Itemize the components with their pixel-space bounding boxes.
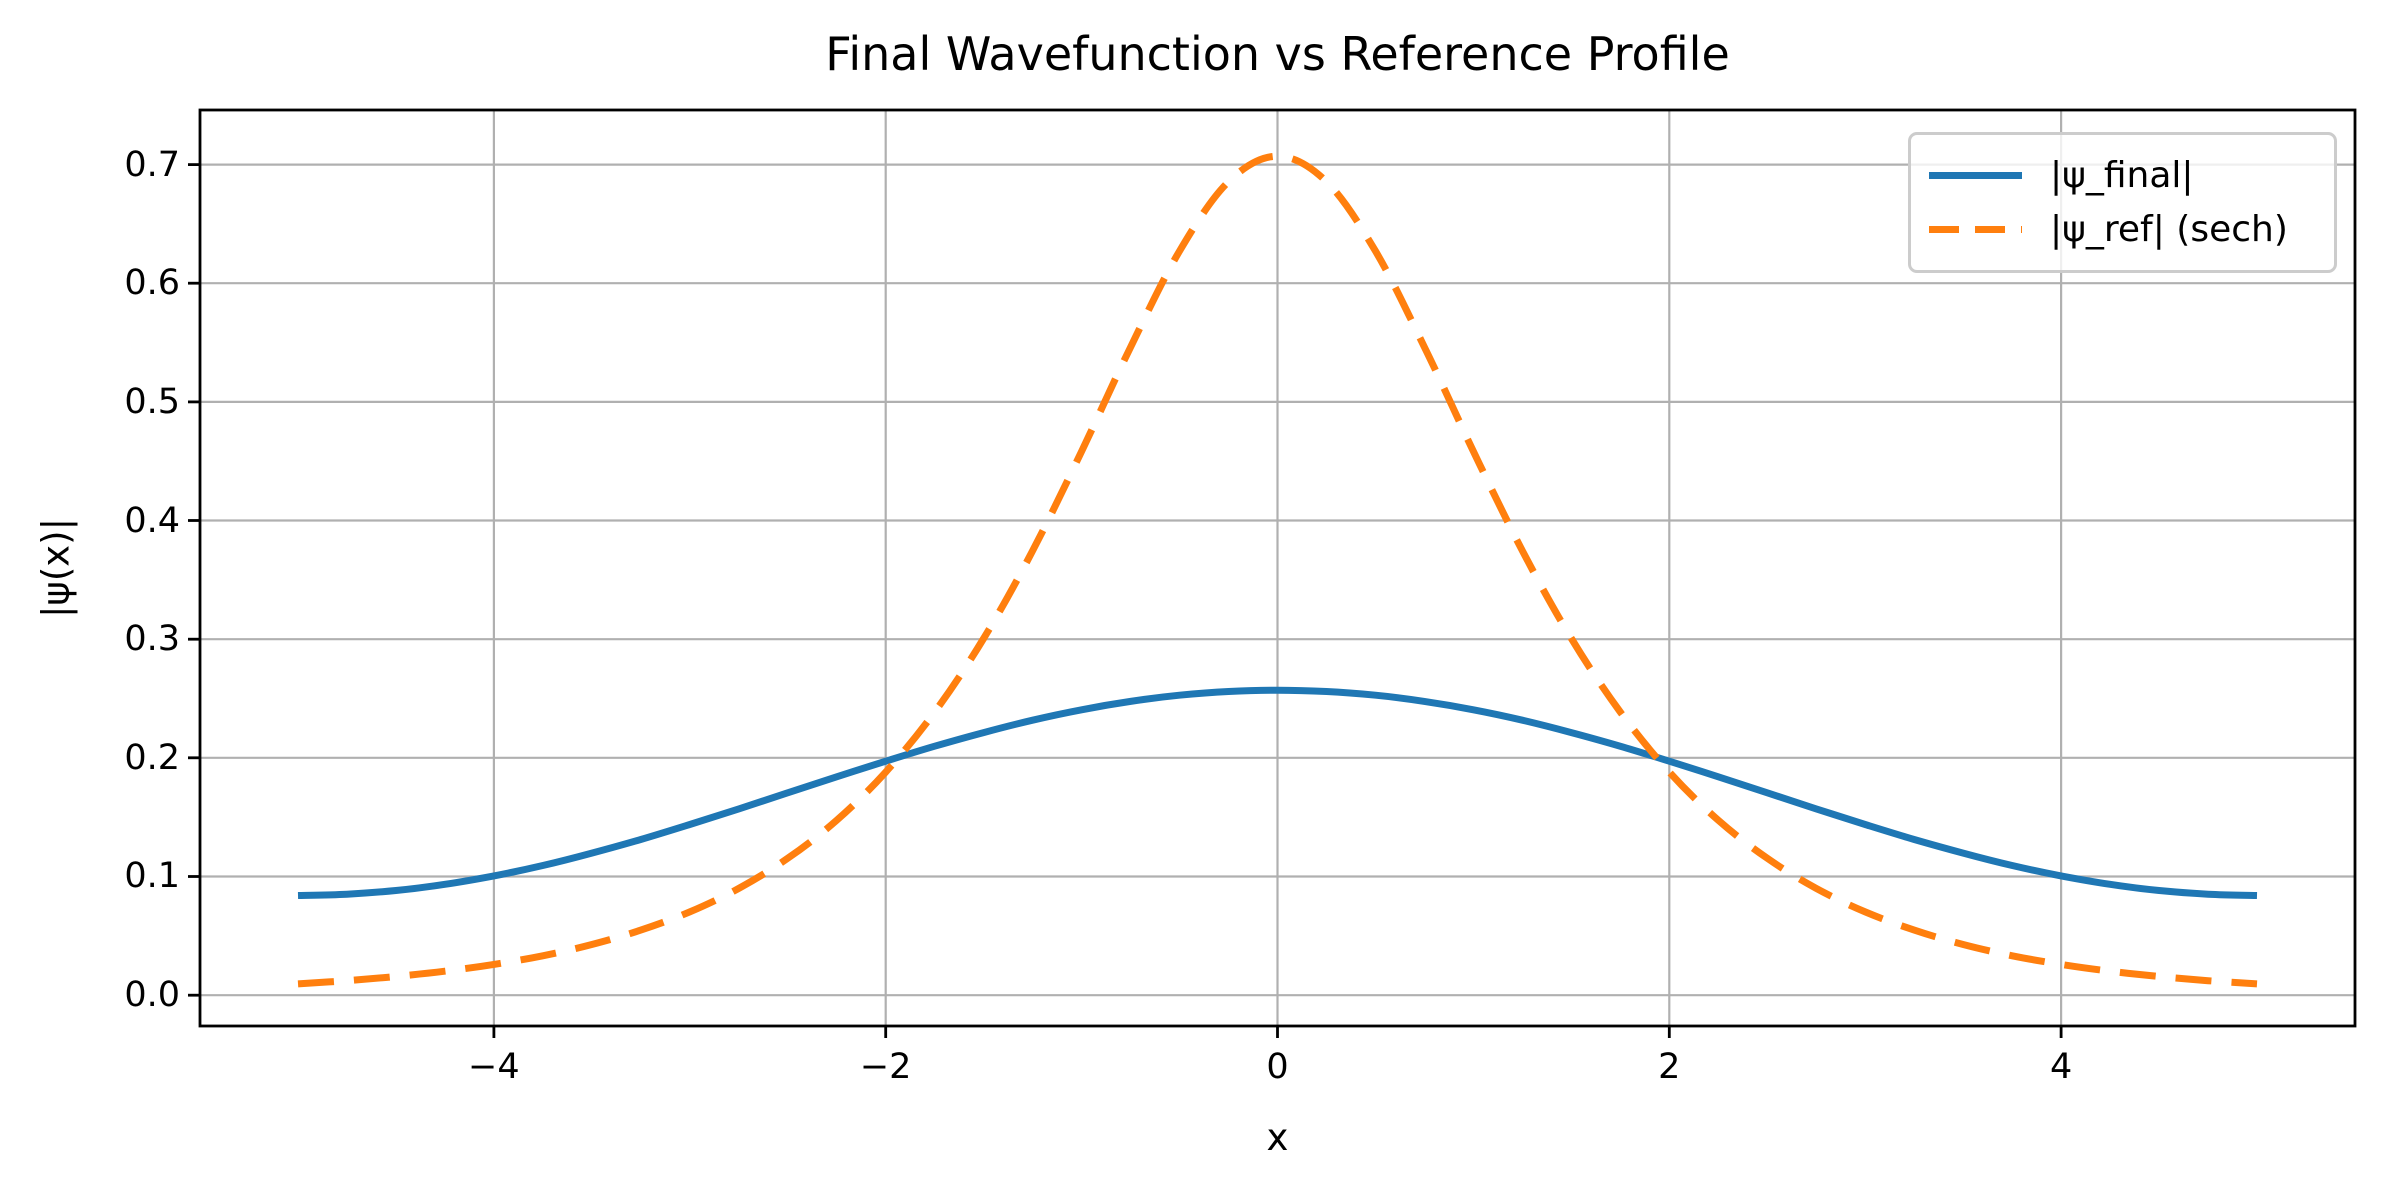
y-tick-label: 0.5	[124, 381, 180, 422]
x-tick-label: 0	[1266, 1047, 1289, 1087]
y-tick-label: 0.6	[124, 263, 180, 304]
legend-label: |ψ_ref| (sech)	[2050, 209, 2288, 251]
x-axis-label: x	[1266, 1116, 1289, 1159]
legend-line-dashed-icon	[1929, 226, 2022, 234]
y-tick-label: 0.2	[124, 737, 180, 778]
legend-line-solid-icon	[1929, 171, 2022, 179]
y-tick-label: 0.1	[124, 856, 180, 897]
y-tick-label: 0.4	[124, 500, 180, 541]
x-tick-label: 4	[2049, 1047, 2073, 1087]
legend: |ψ_final| |ψ_ref| (sech)	[1908, 132, 2337, 273]
x-tick-label: −2	[859, 1047, 912, 1087]
series-line-psi-final	[297, 686, 2258, 899]
x-tick-label: −4	[468, 1047, 520, 1087]
x-tick-label: 2	[1658, 1047, 1681, 1087]
legend-item-psi-ref: |ψ_ref| (sech)	[1929, 209, 2316, 250]
plot-border	[198, 108, 2357, 1028]
series-line-psi-ref	[297, 152, 2258, 988]
legend-label: |ψ_final|	[2050, 154, 2194, 196]
y-tick-label: 0.7	[124, 144, 180, 185]
chart-title: Final Wavefunction vs Reference Profile	[825, 27, 1730, 81]
y-tick-label: 0.0	[124, 975, 180, 1016]
y-tick-label: 0.3	[124, 619, 180, 660]
legend-item-psi-final: |ψ_final|	[1929, 155, 2316, 196]
